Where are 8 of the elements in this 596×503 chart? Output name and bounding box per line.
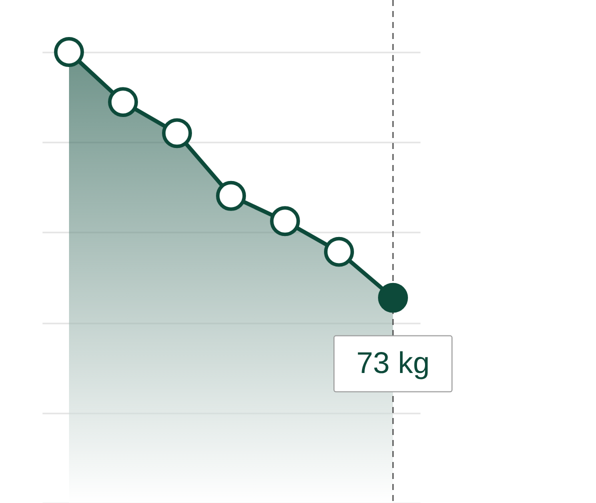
point xyxy=(216,180,246,211)
annotation: 73 kg xyxy=(356,346,430,380)
point xyxy=(270,206,300,236)
point xyxy=(324,236,354,267)
point xyxy=(108,87,138,118)
point xyxy=(378,282,408,313)
point xyxy=(162,118,192,148)
point xyxy=(54,37,84,67)
